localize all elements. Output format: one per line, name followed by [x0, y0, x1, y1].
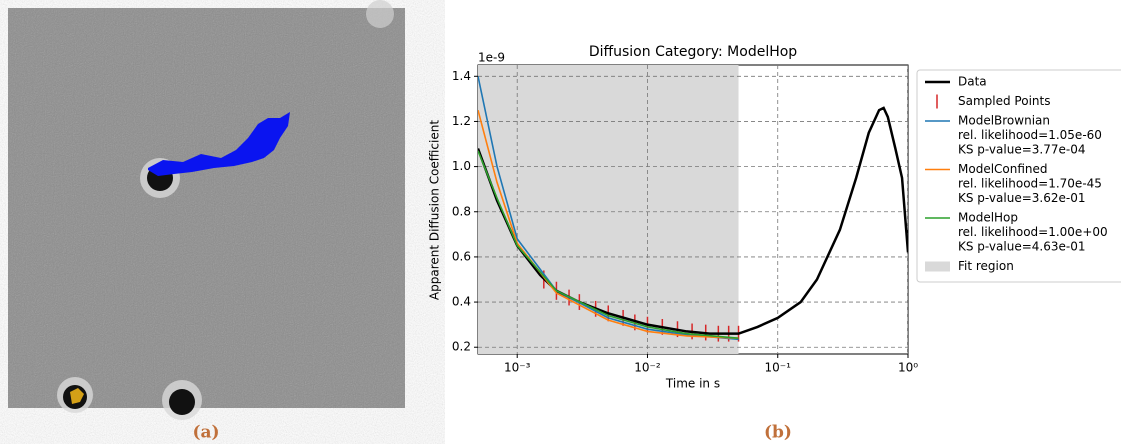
y-tick-label: 1.0: [452, 159, 471, 173]
y-offset-label: 1e-9: [478, 51, 505, 65]
x-axis-label: Time in s: [665, 377, 720, 391]
x-tick-label: 10⁰: [898, 361, 918, 375]
legend-label: Fit region: [958, 259, 1014, 273]
x-tick-label: 10⁻³: [504, 361, 531, 375]
legend-stat: rel. likelihood=1.70e-45: [958, 177, 1102, 191]
legend-box: [916, 69, 1121, 283]
legend-stat: KS p-value=3.77e-04: [958, 143, 1085, 157]
legend-label: Data: [958, 75, 987, 89]
legend-stat: rel. likelihood=1.00e+00: [958, 225, 1108, 239]
legend-stat: KS p-value=4.63e-01: [958, 240, 1085, 254]
y-tick-label: 1.4: [452, 69, 471, 83]
plot-area: [478, 65, 908, 354]
caption: (a): [192, 423, 219, 443]
y-axis-label: Apparent Diffusion Coefficient: [428, 120, 442, 300]
legend-label: ModelConfined: [958, 162, 1048, 176]
y-tick-label: 0.8: [452, 204, 471, 218]
x-tick-label: 10⁻²: [634, 361, 661, 375]
y-tick-label: 0.2: [452, 340, 471, 354]
y-tick-label: 0.4: [452, 295, 471, 309]
caption: (b): [764, 423, 792, 443]
legend-label: ModelHop: [958, 211, 1018, 225]
legend-stat: KS p-value=3.62e-01: [958, 191, 1085, 205]
y-tick-label: 0.6: [452, 249, 471, 263]
x-tick-label: 10⁻¹: [765, 361, 792, 375]
legend-label: Sampled Points: [958, 94, 1050, 108]
chart-title: Diffusion Category: ModelHop: [589, 44, 797, 60]
microscopy-image: [8, 0, 405, 420]
y-tick-label: 1.2: [452, 114, 471, 128]
legend-swatch: [925, 261, 950, 272]
series-line: [478, 109, 739, 339]
legend-label: ModelBrownian: [958, 114, 1050, 128]
series-line: [478, 76, 739, 341]
legend-stat: rel. likelihood=1.05e-60: [958, 128, 1102, 142]
series-line: [478, 150, 739, 339]
